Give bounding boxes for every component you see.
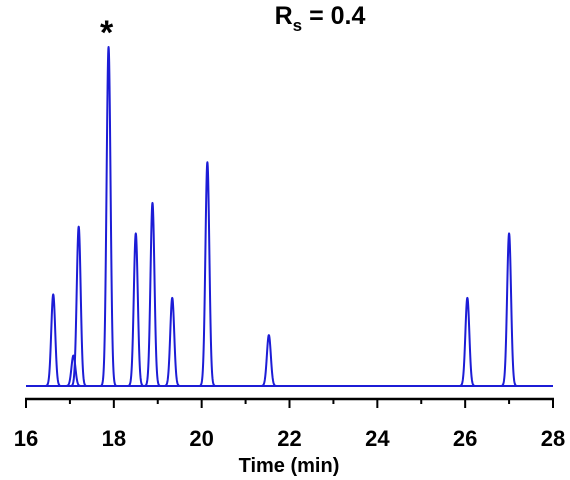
peak [69, 225, 88, 387]
x-axis-label: Time (min) [239, 455, 340, 477]
peak [163, 296, 181, 387]
peak [44, 293, 62, 387]
peak [64, 354, 83, 387]
title-subscript: s [293, 16, 302, 35]
x-tick-label: 20 [189, 426, 213, 451]
peak [127, 232, 145, 387]
peak [260, 334, 278, 387]
x-tick-label: 16 [14, 426, 38, 451]
x-tick-label: 18 [102, 426, 126, 451]
peak [143, 201, 162, 387]
annotation: * [100, 14, 114, 52]
title-rest: = 0.4 [302, 2, 365, 30]
chart-title: Rs = 0.4 [275, 2, 366, 35]
x-tick-label: 28 [541, 426, 565, 451]
peak [198, 161, 217, 387]
peak [99, 46, 118, 387]
x-tick-label: 22 [277, 426, 301, 451]
x-tick-label: 24 [365, 426, 390, 451]
peak [458, 296, 477, 387]
x-tick-label: 26 [453, 426, 477, 451]
peak [500, 232, 518, 387]
title-main: R [275, 2, 293, 30]
